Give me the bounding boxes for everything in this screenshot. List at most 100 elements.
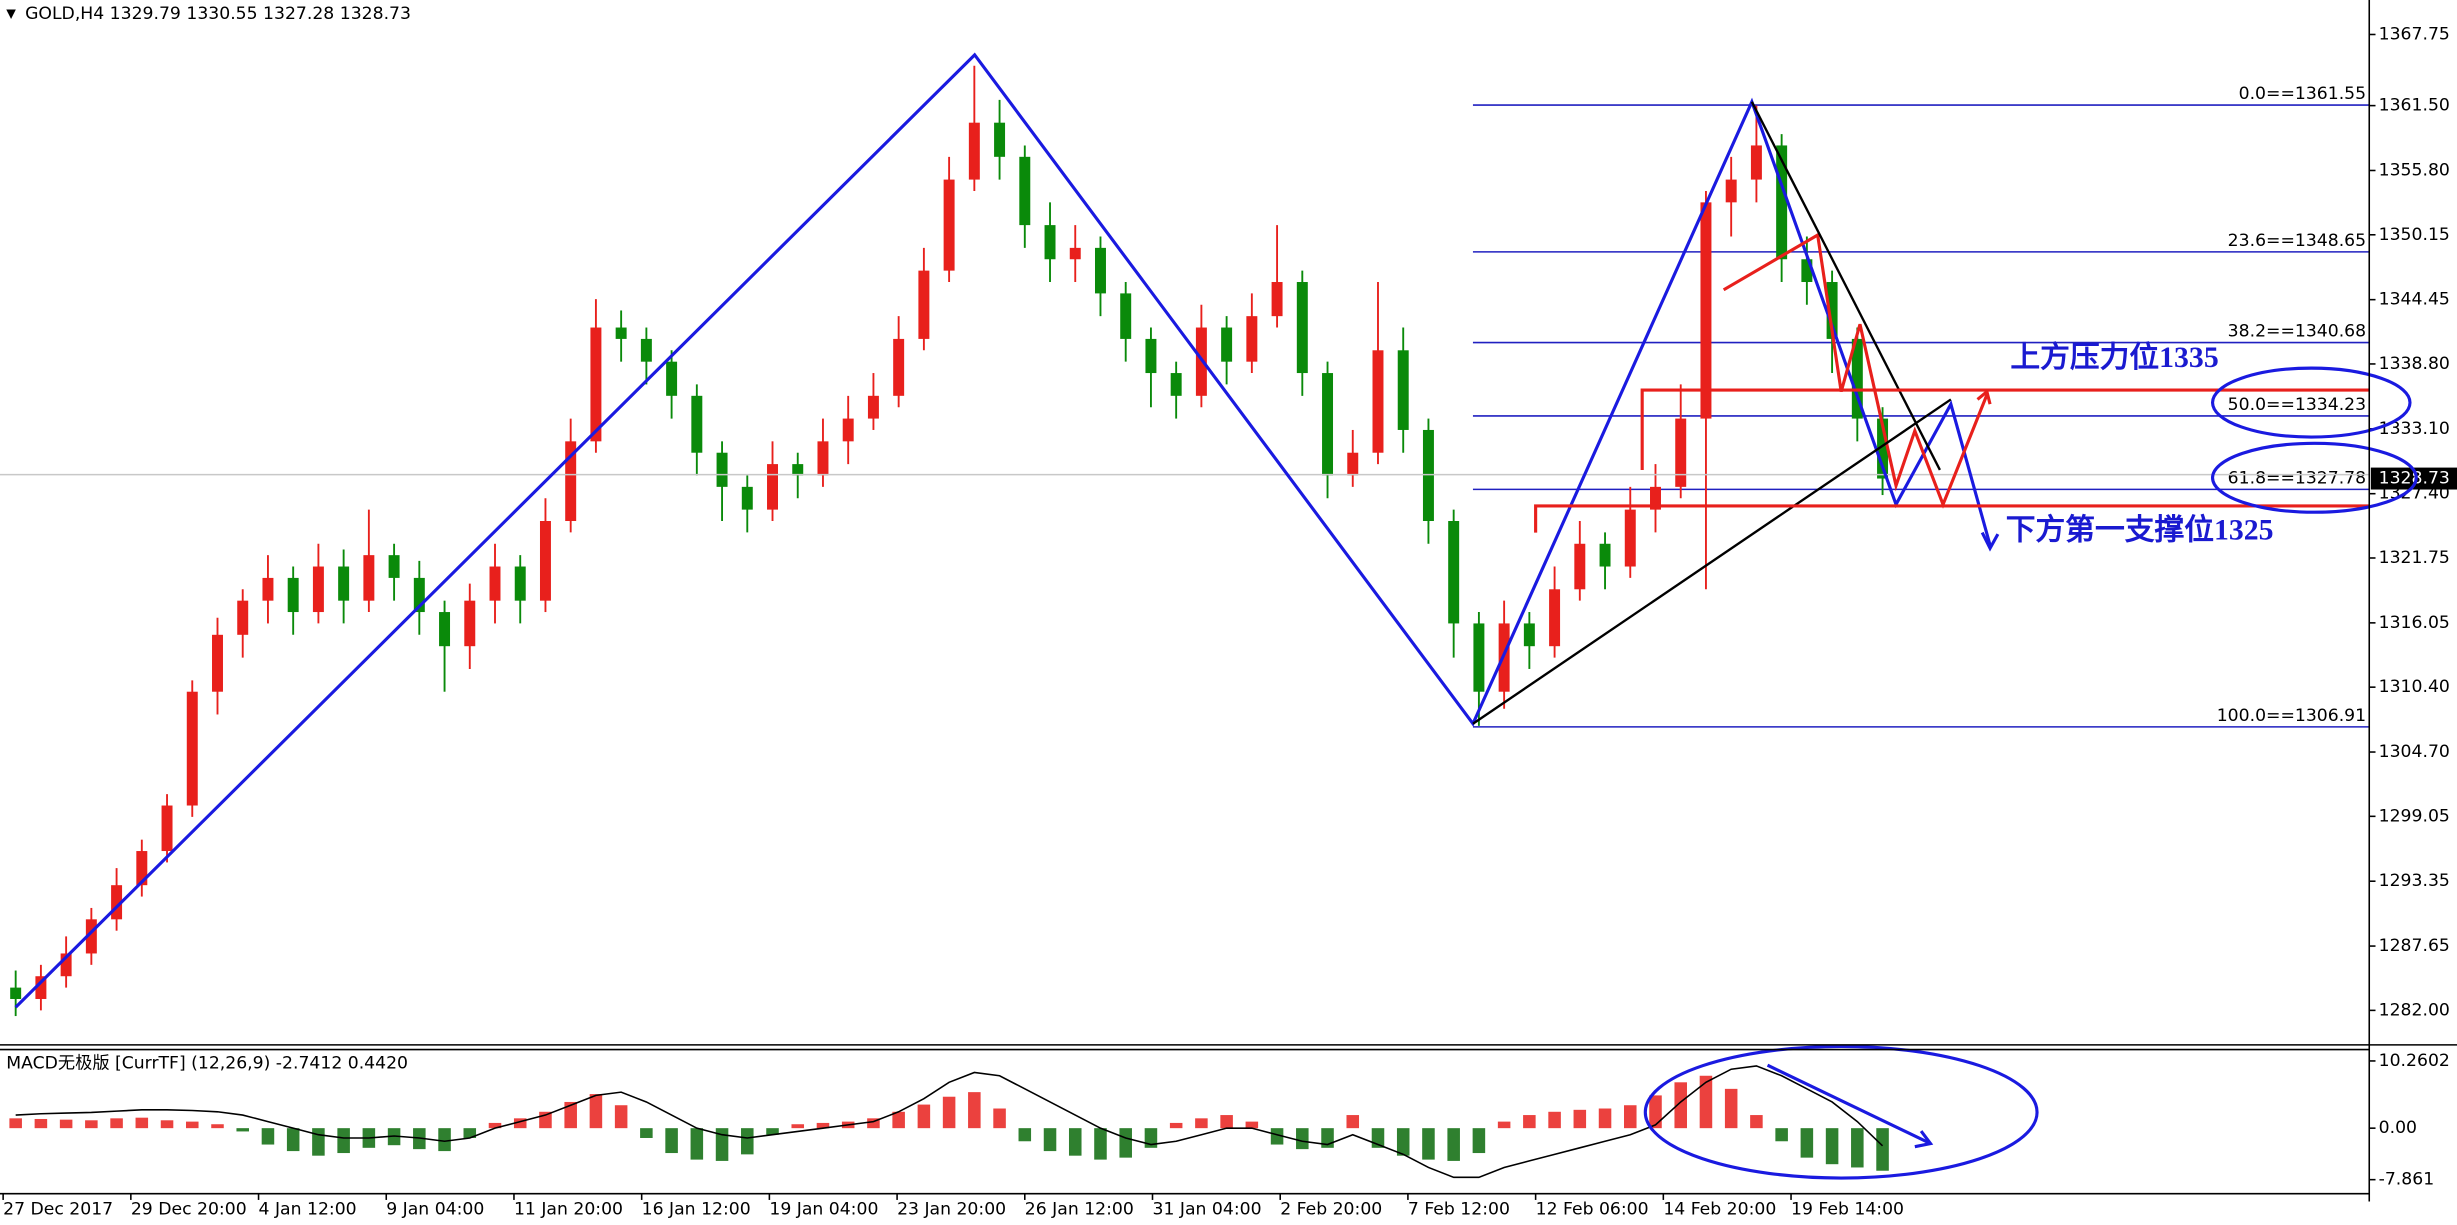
candle-body bbox=[767, 464, 778, 510]
candle-body bbox=[212, 634, 223, 692]
last-price-label: 1328.73 bbox=[2379, 469, 2450, 489]
histogram-bar bbox=[337, 1128, 350, 1154]
histogram-bar bbox=[211, 1124, 224, 1129]
y-tick-label: 1361.50 bbox=[2379, 96, 2450, 116]
candle-body bbox=[1700, 202, 1712, 419]
candle-body bbox=[817, 441, 829, 476]
candle-body bbox=[1221, 327, 1233, 362]
macd-title: MACD无极版 [CurrTF] (12,26,9) -2.7412 0.442… bbox=[6, 1054, 408, 1074]
candle-body bbox=[968, 122, 980, 180]
histogram-bar bbox=[766, 1128, 779, 1135]
histogram-bar bbox=[1699, 1075, 1713, 1129]
candle-body bbox=[388, 555, 400, 578]
histogram-bar bbox=[59, 1119, 73, 1129]
histogram-bar bbox=[261, 1128, 275, 1145]
histogram-bar bbox=[1825, 1128, 1839, 1165]
y-tick-label: 1338.80 bbox=[2379, 354, 2450, 374]
candle-body bbox=[590, 327, 602, 442]
histogram-bar bbox=[513, 1118, 527, 1129]
histogram-bar bbox=[1598, 1108, 1612, 1129]
candle-body bbox=[1170, 373, 1182, 396]
candle-body bbox=[867, 395, 879, 419]
candle-body bbox=[615, 327, 627, 339]
last-price-box bbox=[2370, 467, 2457, 490]
y-tick-label: 1304.70 bbox=[2379, 742, 2450, 762]
histogram-bar bbox=[1346, 1115, 1360, 1129]
candle-body bbox=[10, 987, 22, 999]
histogram-bar bbox=[9, 1118, 22, 1129]
histogram-bar bbox=[1018, 1128, 1032, 1142]
histogram-bar bbox=[1573, 1109, 1587, 1129]
candle-body bbox=[1523, 623, 1535, 647]
red-zigzag bbox=[1722, 232, 1989, 509]
candle-body bbox=[893, 338, 905, 396]
histogram-bar bbox=[867, 1118, 880, 1129]
y-tick-label: -7.861 bbox=[2379, 1170, 2435, 1190]
candle-body bbox=[741, 486, 753, 510]
histogram-bar bbox=[1068, 1128, 1082, 1156]
x-tick-label: 23 Jan 20:00 bbox=[897, 1199, 1006, 1219]
candle-body bbox=[1851, 338, 1863, 419]
histogram-bar bbox=[1624, 1105, 1637, 1129]
candle-body bbox=[464, 600, 476, 647]
histogram-bar bbox=[1169, 1122, 1183, 1129]
candle-body bbox=[640, 338, 652, 362]
candle-body bbox=[413, 577, 425, 613]
fib-label: 23.6==1348.65 bbox=[2228, 231, 2366, 251]
candle-body bbox=[1145, 338, 1157, 374]
candle-body bbox=[691, 395, 703, 453]
candle-body bbox=[1675, 418, 1687, 487]
menu-arrow[interactable]: ▼ bbox=[6, 6, 16, 21]
histogram-bar bbox=[589, 1094, 603, 1129]
fib-label: 61.8==1327.78 bbox=[2228, 468, 2366, 488]
histogram-bar bbox=[286, 1128, 300, 1152]
resistance-line bbox=[1640, 388, 2370, 470]
arrow-head bbox=[1976, 388, 1992, 405]
candle-body bbox=[792, 464, 804, 476]
candle-body bbox=[1725, 179, 1737, 203]
y-tick-label: 1321.75 bbox=[2379, 548, 2450, 568]
candle-body bbox=[1574, 543, 1586, 590]
y-tick-label: 1350.15 bbox=[2379, 225, 2450, 245]
candle-body bbox=[1069, 247, 1081, 260]
candle-body bbox=[1397, 350, 1409, 430]
histogram-bar bbox=[135, 1117, 149, 1129]
candle-body bbox=[161, 805, 173, 852]
fib-label: 0.0==1361.55 bbox=[2239, 84, 2366, 104]
x-tick-label: 11 Jan 20:00 bbox=[514, 1199, 623, 1219]
arrow bbox=[1766, 1063, 1932, 1145]
annotation: 下方第一支撑位1325 bbox=[2006, 512, 2274, 546]
candle-body bbox=[666, 361, 678, 396]
histogram-bar bbox=[1144, 1128, 1158, 1148]
y-tick-label: 1282.00 bbox=[2379, 1000, 2450, 1020]
candle-body bbox=[1296, 282, 1308, 374]
histogram-bar bbox=[690, 1128, 704, 1160]
ellipse bbox=[2210, 441, 2418, 514]
candle-body bbox=[312, 566, 324, 613]
histogram-bar bbox=[614, 1105, 628, 1129]
candle-body bbox=[1776, 145, 1788, 260]
y-tick-label: 0.00 bbox=[2379, 1118, 2417, 1138]
histogram-bar bbox=[968, 1092, 981, 1129]
candle-body bbox=[439, 612, 451, 647]
x-tick-label: 19 Feb 14:00 bbox=[1791, 1199, 1904, 1219]
candle-body bbox=[489, 566, 501, 601]
arrow-head bbox=[1914, 1130, 1934, 1149]
candle-body bbox=[842, 418, 854, 442]
histogram-bar bbox=[1119, 1128, 1132, 1158]
x-tick-label: 26 Jan 12:00 bbox=[1025, 1199, 1134, 1219]
candle-body bbox=[1347, 452, 1359, 476]
candle-body bbox=[943, 179, 955, 271]
candle-body bbox=[262, 577, 274, 601]
x-tick-label: 29 Dec 20:00 bbox=[131, 1199, 247, 1219]
y-tick-label: 1293.35 bbox=[2379, 871, 2450, 891]
histogram-bar bbox=[1043, 1128, 1057, 1152]
annotation: 上方压力位1335 bbox=[2010, 340, 2218, 374]
candle-body bbox=[1624, 509, 1636, 567]
candle-body bbox=[1246, 316, 1258, 362]
candle-body bbox=[111, 885, 123, 920]
candle-body bbox=[1599, 543, 1611, 567]
histogram-bar bbox=[236, 1128, 249, 1132]
y-tick-label: 1333.10 bbox=[2379, 419, 2450, 439]
